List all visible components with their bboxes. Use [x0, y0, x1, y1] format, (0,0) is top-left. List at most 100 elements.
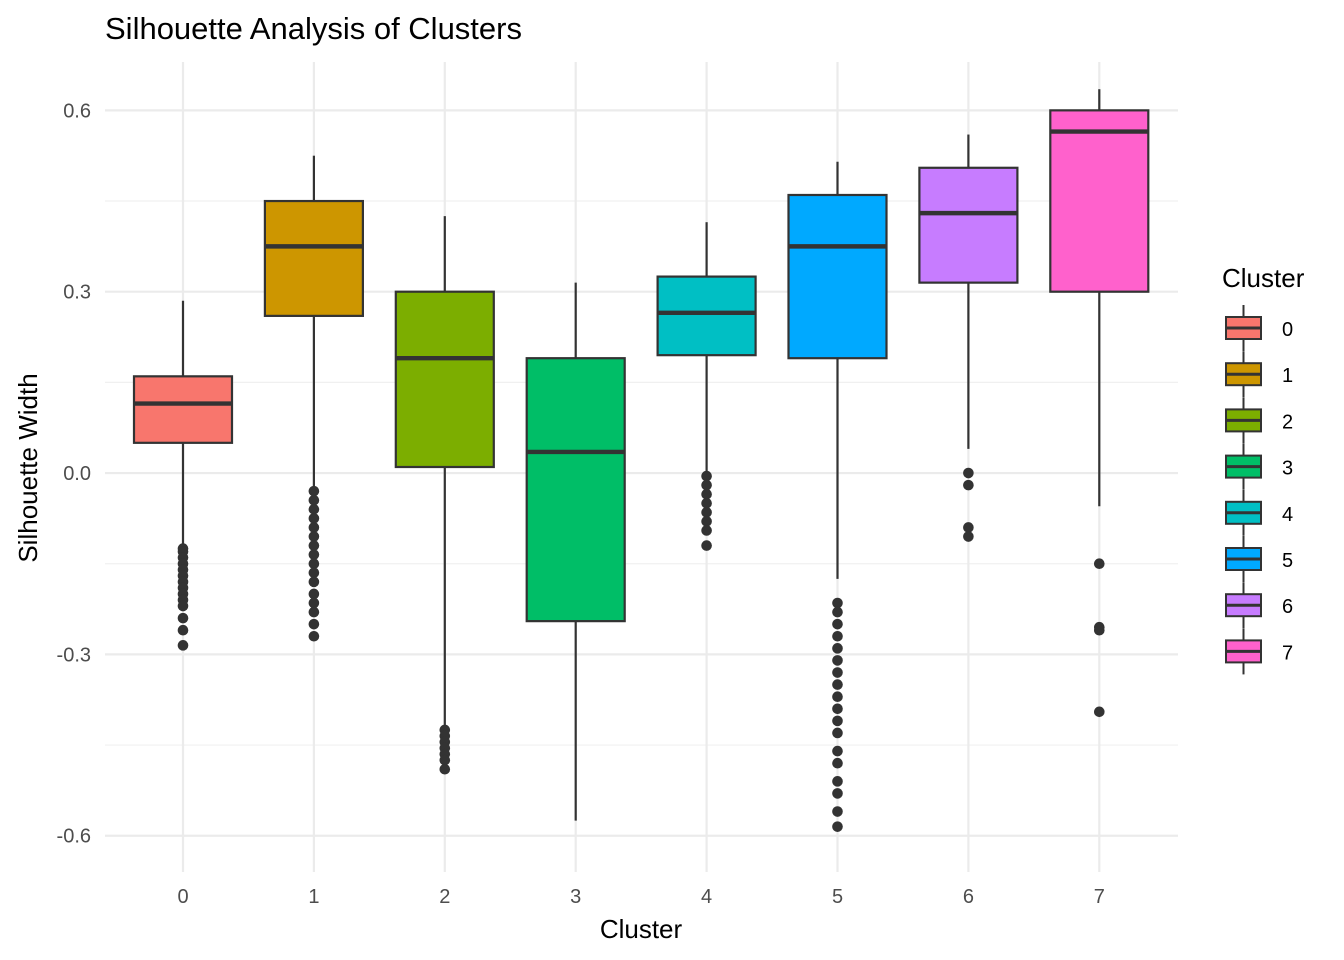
box-cluster-7 — [1049, 89, 1150, 718]
legend-item-1: 1 — [1225, 351, 1293, 398]
outlier-point — [963, 531, 974, 542]
outlier-point — [308, 540, 320, 551]
outlier-point — [963, 522, 974, 533]
outlier-point — [439, 763, 451, 775]
y-tick-label: 0.6 — [63, 100, 91, 122]
outlier-point — [308, 630, 320, 642]
outlier-point — [177, 624, 189, 636]
outlier-point — [832, 757, 843, 769]
legend: Cluster 0 1 2 3 4 5 6 7 — [1222, 263, 1305, 675]
legend-label: 1 — [1282, 365, 1293, 387]
y-tick-label: -0.6 — [57, 826, 91, 848]
outlier-point — [832, 597, 843, 609]
outlier-point — [832, 715, 843, 727]
box-cluster-3 — [525, 282, 626, 821]
x-tick-label: 2 — [439, 886, 450, 908]
outlier-point — [701, 507, 712, 518]
box-cluster-1 — [263, 155, 364, 642]
legend-label: 7 — [1282, 642, 1293, 664]
outlier-point — [308, 558, 320, 570]
y-tick-label: 0.0 — [63, 463, 91, 485]
outlier-point — [439, 754, 451, 766]
outlier-point — [177, 612, 189, 624]
outlier-point — [308, 522, 320, 533]
box-cluster-5 — [787, 161, 888, 832]
legend-label: 3 — [1282, 458, 1293, 480]
box-cluster-2 — [394, 216, 495, 775]
legend-title: Cluster — [1222, 263, 1305, 293]
iqr-box — [394, 290, 495, 469]
outlier-point — [832, 703, 843, 715]
legend-item-5: 5 — [1225, 536, 1293, 582]
outlier-point — [308, 618, 320, 630]
outlier-point — [308, 549, 320, 560]
y-axis-label: Silhouette Width — [13, 373, 43, 562]
y-tick-label: 0.3 — [63, 282, 91, 304]
x-tick-label: 5 — [832, 886, 843, 908]
outlier-point — [832, 679, 843, 690]
outlier-point — [701, 497, 712, 509]
legend-item-0: 0 — [1225, 305, 1293, 351]
box-layer — [132, 89, 1150, 832]
outlier-point — [832, 667, 843, 678]
outlier-point — [1094, 706, 1105, 718]
outlier-point — [832, 727, 843, 739]
box-cluster-6 — [918, 134, 1019, 542]
outlier-point — [308, 576, 320, 588]
outlier-point — [963, 479, 974, 491]
outlier-point — [832, 745, 843, 757]
iqr-box — [132, 375, 234, 444]
legend-item-4: 4 — [1225, 489, 1293, 536]
iqr-box — [525, 357, 626, 623]
outlier-point — [701, 540, 712, 551]
x-tick-label: 1 — [308, 886, 319, 908]
outlier-point — [832, 691, 843, 703]
outlier-point — [308, 606, 320, 618]
legend-label: 4 — [1282, 504, 1293, 526]
iqr-box — [656, 275, 757, 357]
outlier-point — [308, 531, 320, 542]
iqr-box — [787, 193, 888, 360]
outlier-point — [701, 516, 712, 527]
outlier-point — [832, 821, 843, 832]
x-tick-label: 7 — [1094, 886, 1105, 908]
x-tick-label: 0 — [177, 886, 188, 908]
box-cluster-0 — [132, 300, 234, 651]
chart-title: Silhouette Analysis of Clusters — [105, 11, 522, 46]
legend-label: 0 — [1282, 319, 1293, 341]
outlier-point — [308, 588, 320, 600]
outlier-point — [308, 567, 320, 579]
outlier-point — [308, 513, 320, 524]
box-cluster-4 — [656, 222, 757, 551]
outlier-point — [832, 630, 843, 642]
legend-label: 2 — [1282, 411, 1293, 433]
outlier-point — [308, 597, 320, 609]
outlier-point — [308, 494, 320, 506]
outlier-point — [308, 485, 320, 497]
outlier-point — [701, 470, 712, 482]
outlier-point — [832, 643, 843, 654]
outlier-point — [701, 525, 712, 536]
iqr-box — [263, 199, 364, 317]
legend-label: 6 — [1282, 596, 1293, 618]
x-tick-label: 3 — [570, 886, 581, 908]
x-axis-label: Cluster — [600, 914, 683, 944]
legend-item-3: 3 — [1225, 443, 1293, 490]
iqr-box — [1049, 109, 1150, 293]
outlier-point — [177, 640, 189, 651]
outlier-point — [832, 618, 843, 630]
iqr-box — [918, 166, 1019, 284]
outlier-point — [177, 600, 189, 612]
outlier-point — [832, 776, 843, 787]
x-tick-label: 4 — [701, 886, 712, 908]
y-tick-label: -0.3 — [57, 644, 91, 666]
outlier-point — [832, 606, 843, 618]
legend-item-7: 7 — [1225, 628, 1293, 675]
outlier-point — [308, 504, 320, 515]
legend-label: 5 — [1282, 550, 1293, 572]
outlier-point — [701, 488, 712, 500]
outlier-point — [1094, 624, 1105, 636]
outlier-point — [832, 788, 843, 799]
